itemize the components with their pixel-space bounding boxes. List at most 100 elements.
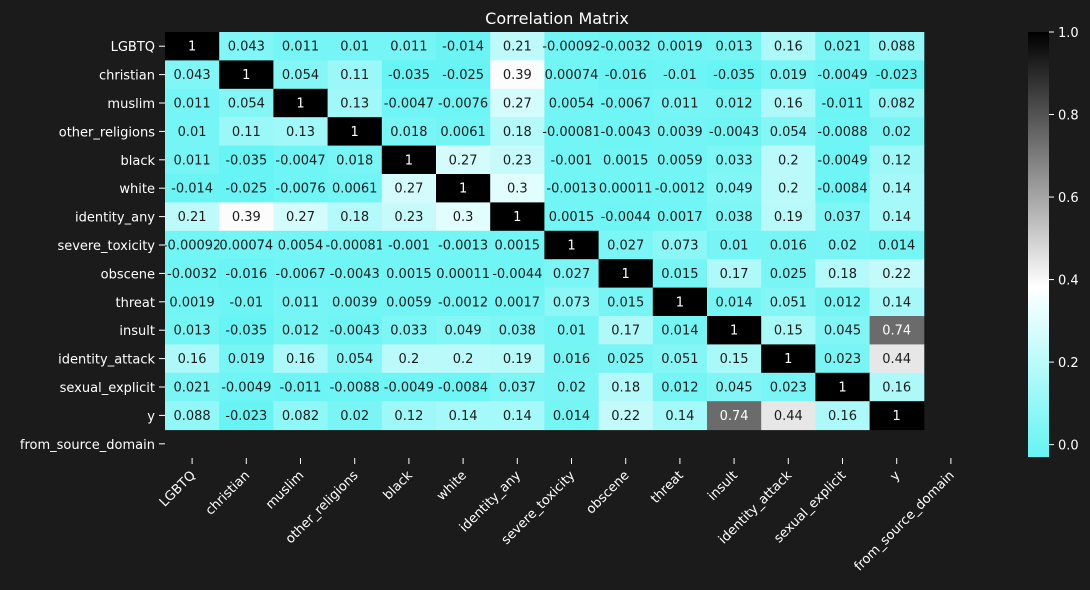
y-tick-label: identity_any xyxy=(75,211,155,226)
heatmap-cell xyxy=(490,344,545,374)
cell-value-label: 0.23 xyxy=(503,153,532,168)
heatmap-cell xyxy=(381,117,437,147)
cell-value-label: 0.00074 xyxy=(219,239,273,254)
cell-value-label: 0.14 xyxy=(449,409,478,424)
heatmap-cell xyxy=(652,401,708,431)
heatmap-cell xyxy=(544,145,600,175)
heatmap-cell xyxy=(544,60,600,90)
cell-value-label: -0.035 xyxy=(225,153,267,168)
cell-value-label: 0.14 xyxy=(882,295,911,310)
heatmap-cell xyxy=(219,230,274,260)
heatmap-cell xyxy=(219,372,274,402)
heatmap-cell xyxy=(165,316,220,345)
heatmap-cell xyxy=(436,202,491,232)
cell-value-label: 0.2 xyxy=(778,153,799,168)
heatmap-cell xyxy=(544,344,600,374)
cell-value-label: 0.11 xyxy=(340,68,369,83)
cell-value-label: 0.0059 xyxy=(657,153,703,168)
heatmap-cell xyxy=(219,88,274,118)
heatmap-cell xyxy=(490,401,545,431)
cell-value-label: 0.012 xyxy=(282,324,319,339)
heatmap-cell xyxy=(707,145,762,175)
y-tick-label: y xyxy=(147,409,155,424)
cell-value-label: 0.21 xyxy=(503,40,532,55)
y-tick-label: muslim xyxy=(107,97,155,112)
heatmap-cell xyxy=(652,117,708,147)
x-tick-label: from_source_domain xyxy=(852,468,958,574)
cell-value-label: 0.14 xyxy=(882,182,911,197)
x-tick-label: obscene xyxy=(583,468,632,517)
cell-value-label: 0.011 xyxy=(173,97,210,112)
heatmap-cell xyxy=(598,287,654,317)
heatmap-cell xyxy=(544,401,600,431)
cell-value-label: 0.011 xyxy=(390,40,427,55)
cell-value-label: -0.014 xyxy=(171,182,213,197)
heatmap-cell xyxy=(869,32,925,61)
cell-value-label: 0.44 xyxy=(774,409,803,424)
heatmap-cell xyxy=(598,60,654,90)
heatmap-cell xyxy=(761,259,816,289)
cell-value-label: 0.021 xyxy=(824,40,861,55)
cell-value-label: 0.02 xyxy=(828,239,857,254)
cell-value-label: -0.0043 xyxy=(330,267,380,282)
heatmap-cell xyxy=(598,202,654,232)
heatmap-cell xyxy=(869,117,925,147)
heatmap-cell xyxy=(761,372,816,402)
heatmap-cell xyxy=(436,316,491,345)
heatmap-cell xyxy=(273,316,329,345)
cell-value-label: 0.0019 xyxy=(657,40,703,55)
y-tick-label: obscene xyxy=(101,267,155,282)
heatmap-cell xyxy=(761,230,816,260)
heatmap-cell xyxy=(219,344,274,374)
cell-value-label: 0.054 xyxy=(770,125,807,140)
heatmap-cell xyxy=(815,401,871,431)
cell-value-label: 0.033 xyxy=(715,153,752,168)
cell-value-label: 0.0039 xyxy=(657,125,703,140)
cell-value-label: 0.038 xyxy=(715,210,752,225)
heatmap-cell xyxy=(707,344,762,374)
cell-value-label: -0.0012 xyxy=(438,295,488,310)
cell-value-label: 0.027 xyxy=(553,267,590,282)
cell-value-label: -0.0088 xyxy=(330,381,380,396)
heatmap-cell xyxy=(598,401,654,431)
cell-value-label: 0.17 xyxy=(611,324,640,339)
heatmap-cell xyxy=(273,259,329,289)
cell-value-label: 0.043 xyxy=(228,40,265,55)
cell-value-label: 0.054 xyxy=(336,352,373,367)
heatmap-cell xyxy=(165,202,220,232)
heatmap-cell xyxy=(165,344,220,374)
heatmap-cell xyxy=(436,372,491,402)
heatmap-cell xyxy=(490,259,545,289)
cell-value-label: -0.0013 xyxy=(438,239,488,254)
heatmap-cell xyxy=(381,316,437,345)
heatmap-cell xyxy=(707,117,762,147)
cell-value-label: 0.082 xyxy=(878,97,915,112)
cell-value-label: 0.2 xyxy=(778,182,799,197)
cell-value-label: -0.035 xyxy=(388,68,430,83)
heatmap-cell xyxy=(490,117,545,147)
heatmap-cell xyxy=(490,372,545,402)
heatmap-cell xyxy=(544,372,600,402)
cell-value-label: -0.0013 xyxy=(546,182,596,197)
cell-value-label: 0.073 xyxy=(661,239,698,254)
cell-value-label: 0.043 xyxy=(173,68,210,83)
cell-value-label: 0.11 xyxy=(232,125,261,140)
cell-value-label: 0.011 xyxy=(173,153,210,168)
cell-value-label: 1 xyxy=(242,68,250,83)
cell-value-label: 0.023 xyxy=(770,381,807,396)
heatmap-cell xyxy=(381,88,437,118)
cell-value-label: 0.051 xyxy=(770,295,807,310)
heatmap-cell xyxy=(381,401,437,431)
cell-value-label: 0.049 xyxy=(715,182,752,197)
heatmap-cell xyxy=(327,117,383,147)
cell-value-label: 0.14 xyxy=(665,409,694,424)
heatmap-cell xyxy=(815,88,871,118)
heatmap-cell xyxy=(327,372,383,402)
cell-value-label: 0.0039 xyxy=(332,295,378,310)
heatmap-cell xyxy=(707,202,762,232)
heatmap-cell xyxy=(707,230,762,260)
cell-value-label: 0.18 xyxy=(611,381,640,396)
heatmap-cell xyxy=(869,88,925,118)
cell-value-label: -0.0043 xyxy=(601,125,651,140)
